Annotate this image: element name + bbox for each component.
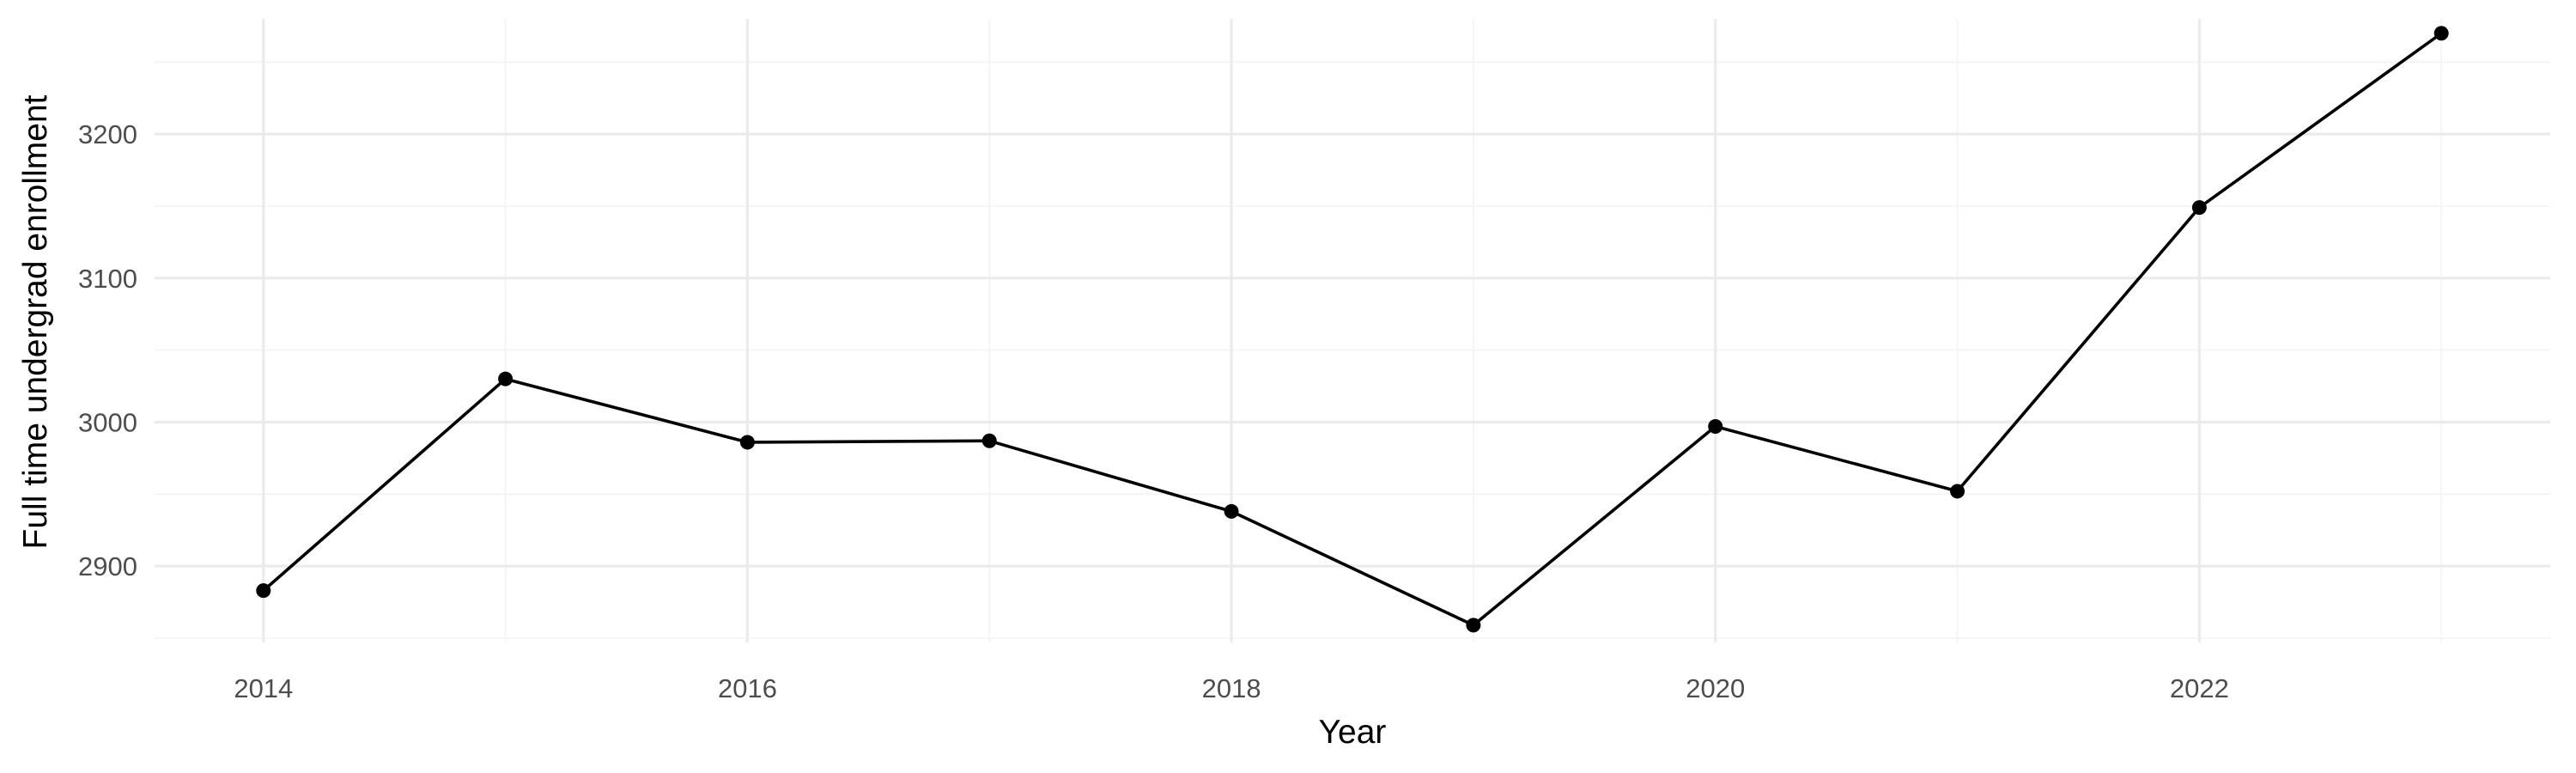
y-tick-label-3000: 3000 [78, 407, 137, 437]
y-tick-label-3100: 3100 [78, 264, 137, 294]
x-tick-label-2016: 2016 [718, 673, 777, 703]
x-tick-label-2022: 2022 [2170, 673, 2229, 703]
y-axis-tick-labels: 2900 3000 3100 3200 [78, 119, 137, 581]
data-point-2022 [2191, 200, 2207, 216]
data-point-2017 [981, 433, 997, 448]
x-tick-label-2018: 2018 [1202, 673, 1261, 703]
x-axis-title: Year [1319, 714, 1387, 751]
data-points [256, 26, 2449, 633]
data-point-2016 [739, 435, 755, 450]
major-gridlines [155, 19, 2550, 642]
x-axis-tick-labels: 2014 2016 2018 2020 2022 [234, 673, 2229, 703]
data-point-2018 [1224, 503, 1239, 519]
minor-gridlines [155, 19, 2550, 642]
y-axis-title: Full time undergrad enrollment [17, 94, 54, 549]
data-point-2020 [1708, 418, 1723, 434]
x-tick-label-2014: 2014 [234, 673, 293, 703]
data-point-2021 [1950, 484, 1965, 499]
data-point-2019 [1466, 618, 1481, 633]
data-point-2014 [256, 583, 271, 599]
y-tick-label-2900: 2900 [78, 551, 137, 581]
enrollment-series-line [262, 32, 2443, 627]
x-tick-label-2020: 2020 [1686, 673, 1745, 703]
y-tick-label-3200: 3200 [78, 119, 137, 149]
data-point-2015 [498, 371, 513, 386]
data-point-2023 [2433, 26, 2449, 41]
series-layer [262, 32, 2443, 627]
